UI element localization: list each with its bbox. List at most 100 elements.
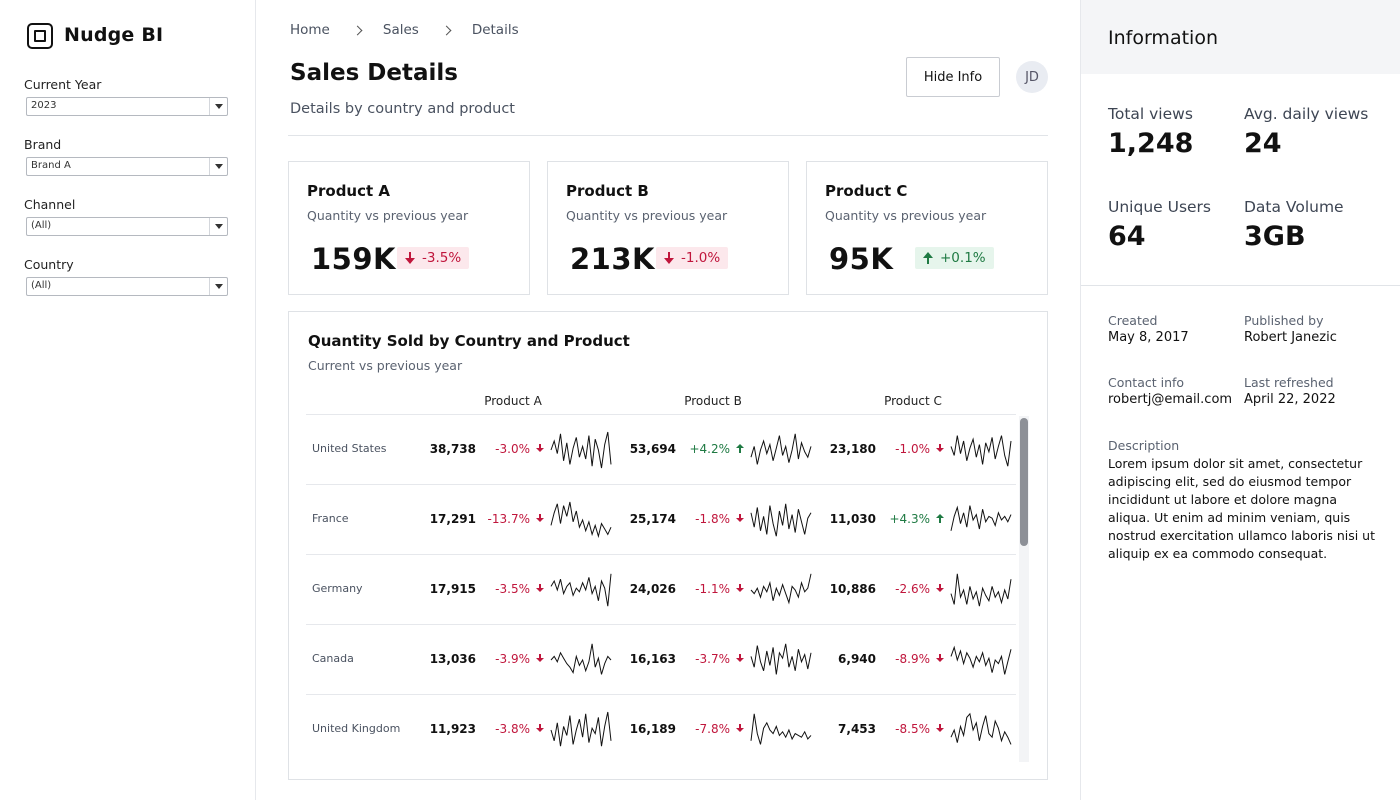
sparkline-path [750,573,812,605]
sparkline [750,643,812,675]
kpi-change: -1.0% [681,250,721,266]
kpi-change-badge: +0.1% [915,247,994,269]
kpi-value: 159K [311,242,397,276]
quantity-value: 13,036 [429,652,476,666]
change-percent: -3.7% [695,652,730,666]
sparkline-path [950,435,1012,467]
column-header-product-b[interactable]: Product B [684,394,742,408]
chevron-right-icon [352,25,363,35]
quantity-value: 10,886 [829,582,876,596]
change-percent: -1.0% [895,442,930,456]
kpi-card-product-c[interactable]: Product C Quantity vs previous year 95K … [806,161,1048,295]
channel-select[interactable]: (All) [26,217,228,236]
column-header-product-c[interactable]: Product C [884,394,942,408]
arrow-down-icon [536,444,544,454]
sparkline [750,713,812,745]
quantity-value: 17,291 [429,512,476,526]
quantity-value: 16,163 [629,652,676,666]
arrow-down-icon [736,514,744,524]
filter-label: Brand [24,137,62,152]
app-name: Nudge BI [64,24,164,46]
arrow-down-icon [936,444,944,454]
sparkline-path [750,503,812,537]
quantity-value: 11,923 [429,722,476,736]
sparkline-path [550,643,612,675]
quantity-value: 16,189 [629,722,676,736]
quantity-value: 11,030 [829,512,876,526]
meta-label: Created [1108,313,1158,328]
select-value: (All) [31,220,52,231]
change-percent: -8.5% [895,722,930,736]
sparkline-path [750,433,812,465]
sparkline-path [750,643,812,675]
year-select[interactable]: 2023 [26,97,228,116]
quantity-value: 24,026 [629,582,676,596]
sparkline [550,573,612,607]
country-name: United States [312,442,387,455]
quantity-value: 38,738 [429,442,476,456]
breadcrumb-sales[interactable]: Sales [382,22,419,38]
hide-info-button[interactable]: Hide Info [906,57,1000,97]
filter-label: Current Year [24,77,102,92]
meta-value: April 22, 2022 [1244,392,1336,407]
quantity-value: 17,915 [429,582,476,596]
table-row[interactable]: United Kingdom 11,923 -3.8% 16,189 -7.8% 7,45… [306,695,1016,762]
breadcrumb-details[interactable]: Details [471,22,519,38]
quantity-table-card: Quantity Sold by Country and Product Cur… [288,311,1048,780]
arrow-down-icon [736,724,744,734]
arrow-down-icon [536,654,544,664]
sparkline-path [950,505,1012,531]
sparkline [550,643,612,675]
breadcrumb: Home Sales Details [290,22,519,38]
page-subtitle: Details by country and product [290,101,515,117]
sparkline-path [550,573,612,607]
scrollbar[interactable] [1019,416,1029,762]
arrow-down-icon [664,252,674,264]
country-select[interactable]: (All) [26,277,228,296]
quantity-value: 6,940 [838,652,876,666]
sparkline [550,501,612,539]
avatar[interactable]: JD [1016,61,1048,93]
arrow-down-icon [736,584,744,594]
brand-select[interactable]: Brand A [26,157,228,176]
kpi-value: 213K [570,242,656,276]
arrow-down-icon [405,252,415,264]
chevron-down-icon[interactable] [209,278,227,295]
kpi-card-product-b[interactable]: Product B Quantity vs previous year 213K… [547,161,789,295]
kpi-change-badge: -3.5% [397,247,470,269]
chevron-down-icon[interactable] [209,98,227,115]
meta-value[interactable]: robertj@email.com [1108,392,1233,407]
row-divider [306,624,1016,625]
table-row[interactable]: France 17,291 -13.7% 25,174 -1.8% 11,030 +4.3% [306,485,1016,555]
kpi-title: Product C [825,182,908,200]
info-panel: Information Total views 1,248 Avg. daily… [1080,0,1400,800]
breadcrumb-home[interactable]: Home [290,22,330,38]
chevron-right-icon [441,25,452,35]
change-percent: -3.8% [495,722,530,736]
brand[interactable]: Nudge BI [26,22,164,49]
select-value: (All) [31,280,52,291]
arrow-down-icon [936,654,944,664]
chevron-down-icon[interactable] [209,218,227,235]
chevron-down-icon[interactable] [209,158,227,175]
change-percent: +4.2% [689,442,730,456]
row-divider [306,694,1016,695]
table-body[interactable]: United States 38,738 -3.0% 53,694 +4.2% 23,18… [306,414,1016,762]
sparkline [550,431,612,469]
stat-label: Total views [1108,105,1193,123]
kpi-change: +0.1% [940,250,986,266]
table-row[interactable]: Canada 13,036 -3.9% 16,163 -3.7% 6,940 -8.9% [306,625,1016,695]
table-row[interactable]: United States 38,738 -3.0% 53,694 +4.2% 23,18… [306,415,1016,485]
column-header-product-a[interactable]: Product A [484,394,542,408]
table-row[interactable]: Germany 17,915 -3.5% 24,026 -1.1% 10,886 -2.6% [306,555,1016,625]
country-name: United Kingdom [312,722,401,735]
row-divider [306,554,1016,555]
sparkline [950,505,1012,531]
filter-label: Channel [24,197,76,212]
sparkline [950,573,1012,607]
kpi-card-product-a[interactable]: Product A Quantity vs previous year 159K… [288,161,530,295]
arrow-up-icon [923,252,933,264]
scrollbar-thumb[interactable] [1020,418,1028,546]
kpi-change: -3.5% [422,250,462,266]
quantity-value: 25,174 [629,512,676,526]
